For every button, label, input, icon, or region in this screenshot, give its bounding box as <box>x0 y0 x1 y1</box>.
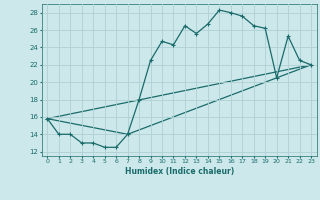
X-axis label: Humidex (Indice chaleur): Humidex (Indice chaleur) <box>124 167 234 176</box>
